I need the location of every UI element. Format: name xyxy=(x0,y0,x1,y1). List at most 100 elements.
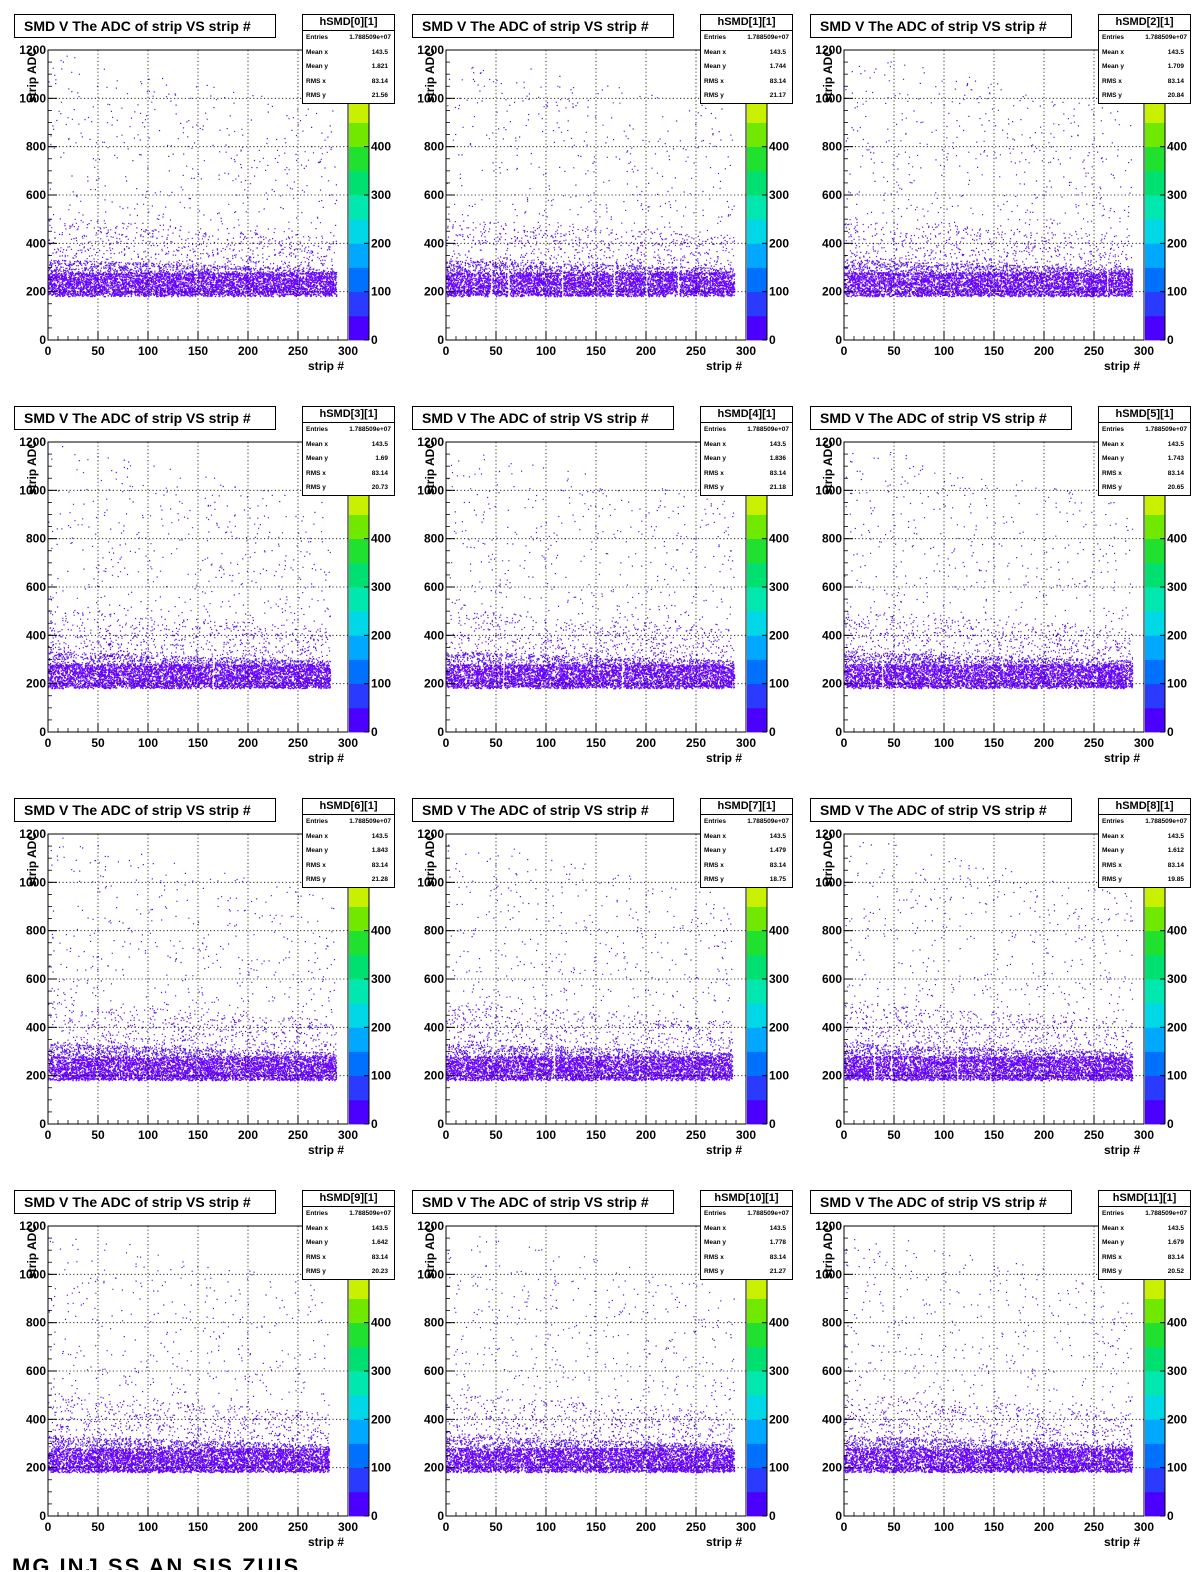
stats-key: RMS y xyxy=(306,484,326,492)
stats-key: RMS x xyxy=(704,1253,724,1261)
z-tick-label: 100 xyxy=(769,1461,789,1475)
stats-row-entries: Entries 1.788509e+07 xyxy=(1099,31,1190,46)
palette-segment xyxy=(1145,195,1165,220)
y-tick-label: 600 xyxy=(26,972,46,986)
stats-row-mean-y: Mean y 1.744 xyxy=(701,60,792,75)
y-tick-label: 1200 xyxy=(417,1219,444,1233)
stats-value: 143.5 xyxy=(1167,1224,1184,1232)
stats-row-mean-y: Mean y 1.843 xyxy=(303,844,394,859)
x-tick-label: 200 xyxy=(238,1520,258,1534)
stats-key: RMS x xyxy=(306,861,326,869)
stats-box: hSMD[10][1] Entries 1.788509e+07 Mean x 143.… xyxy=(700,1190,793,1280)
stats-key: RMS x xyxy=(306,77,326,85)
x-tick-label: 50 xyxy=(887,1128,901,1142)
stats-value: 1.479 xyxy=(769,847,786,855)
x-tick-label: 150 xyxy=(188,1520,208,1534)
palette-segment xyxy=(349,1274,369,1299)
stats-row-rms-y: RMS y 20.23 xyxy=(303,1265,394,1280)
palette-segment xyxy=(747,635,767,660)
palette-segment xyxy=(1145,1346,1165,1372)
y-tick-label: 0 xyxy=(437,1117,444,1131)
z-tick-label: 0 xyxy=(1167,725,1174,739)
stats-row-mean-x: Mean x 143.5 xyxy=(1099,438,1190,453)
x-tick-label: 0 xyxy=(841,1520,848,1534)
y-tick-label: 1000 xyxy=(19,875,46,889)
palette-segment xyxy=(747,611,767,636)
stats-key: Entries xyxy=(1102,426,1125,433)
stats-box: hSMD[4][1] Entries 1.788509e+07 Mean x 143.5… xyxy=(700,406,793,496)
y-tick-label: 0 xyxy=(835,725,842,739)
palette-segment xyxy=(349,1371,369,1396)
y-tick-label: 1200 xyxy=(19,435,46,449)
z-tick-label: 0 xyxy=(371,333,378,347)
y-axis-label: strip ADC xyxy=(423,48,437,103)
stats-box: hSMD[1][1] Entries 1.788509e+07 Mean x 143.5… xyxy=(700,14,793,104)
y-tick-label: 600 xyxy=(26,1364,46,1378)
z-tick-label: 400 xyxy=(371,532,391,546)
stats-key: RMS x xyxy=(306,1253,326,1261)
palette-segment xyxy=(349,1099,369,1125)
y-tick-label: 200 xyxy=(822,1461,842,1475)
palette-segment xyxy=(349,195,369,220)
chart-title: SMD V The ADC of strip VS strip # xyxy=(412,1190,674,1214)
stats-key: Entries xyxy=(306,34,329,41)
stats-row-mean-y: Mean y 1.679 xyxy=(1099,1236,1190,1251)
y-tick-label: 1000 xyxy=(815,875,842,889)
x-tick-label: 0 xyxy=(841,344,848,358)
stats-key: RMS x xyxy=(1102,469,1122,477)
z-tick-label: 300 xyxy=(769,972,789,986)
stats-row-rms-y: RMS y 21.56 xyxy=(303,89,394,104)
stats-value: 1.788509e+07 xyxy=(1145,818,1187,825)
stats-row-entries: Entries 1.788509e+07 xyxy=(701,423,792,438)
palette-segment xyxy=(1145,1491,1165,1517)
z-tick-label: 400 xyxy=(1167,1316,1187,1330)
palette-segment xyxy=(1145,490,1165,515)
y-tick-label: 400 xyxy=(822,236,842,250)
z-tick-label: 400 xyxy=(371,1316,391,1330)
y-axis-label: strip ADC xyxy=(25,48,39,103)
palette-segment xyxy=(1145,1075,1165,1101)
y-tick-label: 600 xyxy=(822,1364,842,1378)
y-tick-label: 400 xyxy=(26,1412,46,1426)
palette-segment xyxy=(1145,98,1165,123)
z-tick-label: 400 xyxy=(1167,140,1187,154)
chart-panel: 0100200300400500050100150200250300strip … xyxy=(796,0,1194,392)
x-tick-label: 100 xyxy=(536,736,556,750)
stats-row-mean-y: Mean y 1.709 xyxy=(1099,60,1190,75)
x-axis-label: strip # xyxy=(1104,751,1140,765)
stats-key: Mean x xyxy=(704,1224,727,1232)
stats-row-entries: Entries 1.788509e+07 xyxy=(1099,1207,1190,1222)
palette-segment xyxy=(1145,1419,1165,1444)
y-tick-label: 400 xyxy=(822,1020,842,1034)
stats-key: RMS x xyxy=(1102,861,1122,869)
stats-value: 1.821 xyxy=(371,63,388,71)
palette-segment xyxy=(1145,1099,1165,1125)
palette-segment xyxy=(1145,122,1165,148)
heatmap-svg: 0100200300400500050100150200250300strip … xyxy=(815,435,1187,765)
x-tick-label: 250 xyxy=(1084,1520,1104,1534)
y-tick-label: 1200 xyxy=(417,43,444,57)
y-tick-label: 800 xyxy=(424,140,444,154)
x-tick-label: 250 xyxy=(686,1520,706,1534)
palette-segment xyxy=(1145,683,1165,709)
stats-row-rms-y: RMS y 20.73 xyxy=(303,481,394,496)
chart-panel: 0100200300400500050100150200250300strip … xyxy=(0,784,398,1176)
palette-segment xyxy=(1145,635,1165,660)
palette-segment xyxy=(349,562,369,588)
palette-segment xyxy=(1145,1003,1165,1028)
stats-row-rms-x: RMS x 83.14 xyxy=(303,75,394,90)
palette-segment xyxy=(747,146,767,172)
stats-key: RMS x xyxy=(306,469,326,477)
stats-row-rms-x: RMS x 83.14 xyxy=(701,1251,792,1266)
palette-segment xyxy=(747,1099,767,1125)
y-tick-label: 0 xyxy=(39,1509,46,1523)
z-tick-label: 300 xyxy=(1167,188,1187,202)
stats-row-mean-y: Mean y 1.821 xyxy=(303,60,394,75)
palette-segment xyxy=(1145,1443,1165,1469)
stats-value: 21.27 xyxy=(769,1268,786,1276)
palette-segment xyxy=(747,882,767,907)
